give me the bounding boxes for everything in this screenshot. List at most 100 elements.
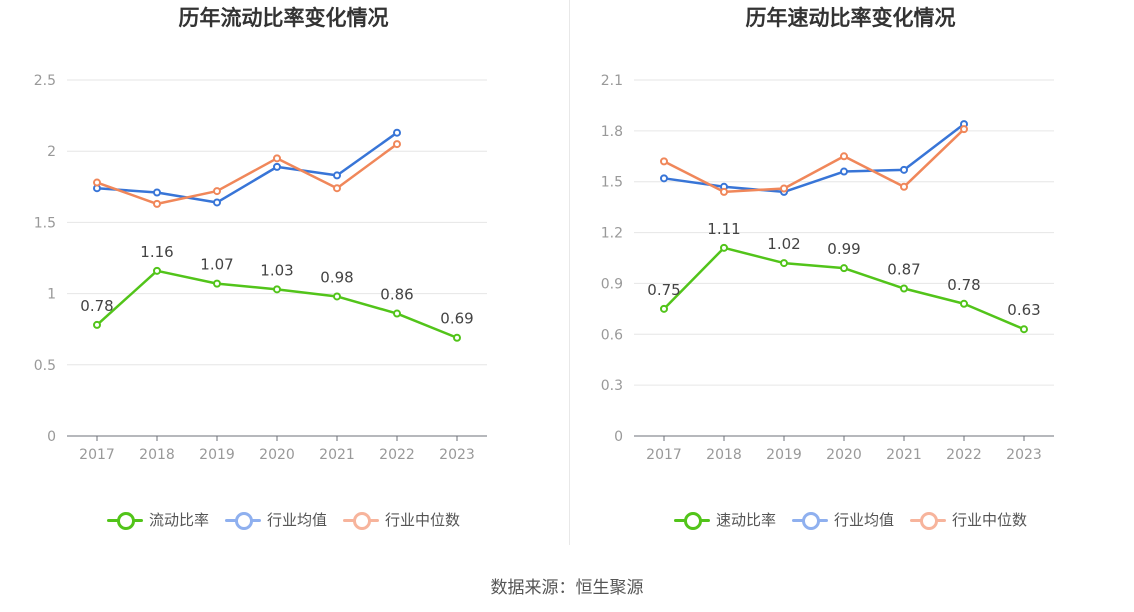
data-point — [93, 178, 101, 187]
x-tick-label: 2022 — [379, 447, 415, 463]
data-point — [660, 304, 668, 313]
x-tick-label: 2017 — [79, 447, 115, 463]
legend-label: 速动比率 — [715, 511, 776, 529]
x-tick-label: 2023 — [439, 447, 475, 463]
data-point — [780, 259, 788, 268]
y-tick-label: 1.5 — [34, 215, 56, 231]
data-label: 0.78 — [947, 276, 980, 294]
data-point — [840, 167, 848, 176]
data-label: 0.98 — [320, 268, 353, 286]
chart-title: 历年速动比率变化情况 — [745, 6, 956, 30]
legend-line-circle-icon — [791, 511, 828, 530]
data-label: 0.75 — [647, 281, 680, 299]
legend-item[interactable]: 行业中位数 — [910, 509, 1027, 530]
data-point — [393, 140, 401, 149]
data-source-note: 数据来源：恒生聚源 — [490, 578, 644, 598]
data-label: 1.02 — [767, 235, 800, 253]
legend-label: 行业中位数 — [385, 511, 461, 529]
panel-divider — [569, 0, 570, 545]
x-tick-label: 2021 — [319, 447, 355, 463]
data-point — [1020, 325, 1028, 334]
x-tick-label: 2021 — [886, 447, 922, 463]
y-tick-label: 0.3 — [601, 378, 623, 394]
legend-item[interactable]: 流动比率 — [106, 509, 209, 530]
data-point — [900, 182, 908, 191]
data-point — [660, 157, 668, 166]
data-point — [960, 125, 968, 134]
data-point — [720, 187, 728, 196]
data-point — [900, 165, 908, 174]
legend-label: 行业中位数 — [952, 511, 1028, 529]
series-line — [663, 123, 965, 194]
data-point — [393, 128, 401, 137]
data-point — [333, 184, 341, 193]
data-point — [840, 264, 848, 273]
y-tick-label: 0 — [614, 429, 623, 445]
chart-legend: 速动比率 行业均值 行业中位数 — [567, 509, 1134, 530]
y-tick-label: 0.5 — [34, 358, 56, 374]
legend-item[interactable]: 行业均值 — [224, 509, 327, 530]
legend-line-circle-icon — [910, 511, 946, 530]
y-tick-label: 2.1 — [601, 73, 623, 89]
series-line — [96, 131, 398, 204]
series-line — [96, 269, 458, 339]
legend-line-circle-icon — [224, 511, 261, 530]
current-ratio-chart-panel: 历年流动比率变化情况 0 0.5 1 1.5 2 2.5 2017 2018 2019 2020 2… — [0, 0, 567, 560]
data-label: 1.07 — [200, 256, 233, 274]
data-point — [273, 285, 281, 294]
y-tick-label: 1.8 — [601, 124, 623, 140]
series-line — [663, 128, 965, 194]
legend-label: 流动比率 — [148, 511, 209, 529]
x-tick-label: 2022 — [946, 447, 982, 463]
data-point — [333, 292, 341, 301]
data-label: 0.99 — [827, 240, 860, 258]
data-point — [840, 152, 848, 161]
data-point — [453, 333, 461, 342]
data-label: 1.16 — [140, 243, 173, 261]
legend-item[interactable]: 速动比率 — [673, 509, 776, 530]
legend-label: 行业均值 — [266, 511, 327, 529]
legend-line-circle-icon — [343, 511, 379, 530]
data-point — [213, 279, 221, 288]
data-label: 0.69 — [440, 310, 473, 328]
data-label: 0.78 — [80, 297, 113, 315]
data-point — [393, 309, 401, 318]
y-tick-label: 0.6 — [601, 327, 623, 343]
legend-line-circle-icon — [106, 511, 143, 530]
chart-legend: 流动比率 行业均值 行业中位数 — [0, 509, 567, 530]
y-tick-label: 1 — [47, 287, 56, 303]
y-tick-label: 0 — [47, 429, 56, 445]
data-point — [213, 187, 221, 196]
series-line — [96, 143, 398, 206]
data-label: 1.03 — [260, 261, 293, 279]
data-point — [960, 299, 968, 308]
data-point — [153, 199, 161, 208]
data-point — [153, 188, 161, 197]
legend-item[interactable]: 行业均值 — [791, 509, 894, 530]
legend-label: 行业均值 — [833, 511, 894, 529]
y-tick-label: 1.2 — [601, 226, 623, 242]
quick-ratio-chart-panel: 历年速动比率变化情况 0 0.3 0.6 0.9 1.2 1.5 1.8 2.1 2017 201… — [567, 0, 1134, 560]
x-tick-label: 2018 — [139, 447, 175, 463]
y-tick-label: 0.9 — [601, 276, 623, 292]
data-point — [273, 162, 281, 171]
legend-item[interactable]: 行业中位数 — [343, 509, 460, 530]
x-tick-label: 2020 — [826, 447, 862, 463]
x-tick-label: 2018 — [706, 447, 742, 463]
y-tick-label: 2 — [47, 144, 56, 160]
data-point — [720, 243, 728, 252]
data-point — [780, 184, 788, 193]
data-label: 0.86 — [380, 286, 413, 304]
data-point — [213, 198, 221, 207]
chart-title: 历年流动比率变化情况 — [178, 6, 389, 30]
data-point — [93, 320, 101, 329]
current-ratio-chart: 0 0.5 1 1.5 2 2.5 2017 2018 2019 2020 2021 2022 2023… — [34, 73, 487, 463]
data-point — [333, 171, 341, 180]
data-label: 0.63 — [1007, 301, 1040, 319]
data-point — [660, 174, 668, 183]
y-tick-label: 2.5 — [34, 73, 56, 89]
data-point — [273, 154, 281, 163]
x-tick-label: 2023 — [1006, 447, 1042, 463]
quick-ratio-chart: 0 0.3 0.6 0.9 1.2 1.5 1.8 2.1 2017 2018 2019 2020 20… — [601, 73, 1054, 463]
y-tick-label: 1.5 — [601, 175, 623, 191]
